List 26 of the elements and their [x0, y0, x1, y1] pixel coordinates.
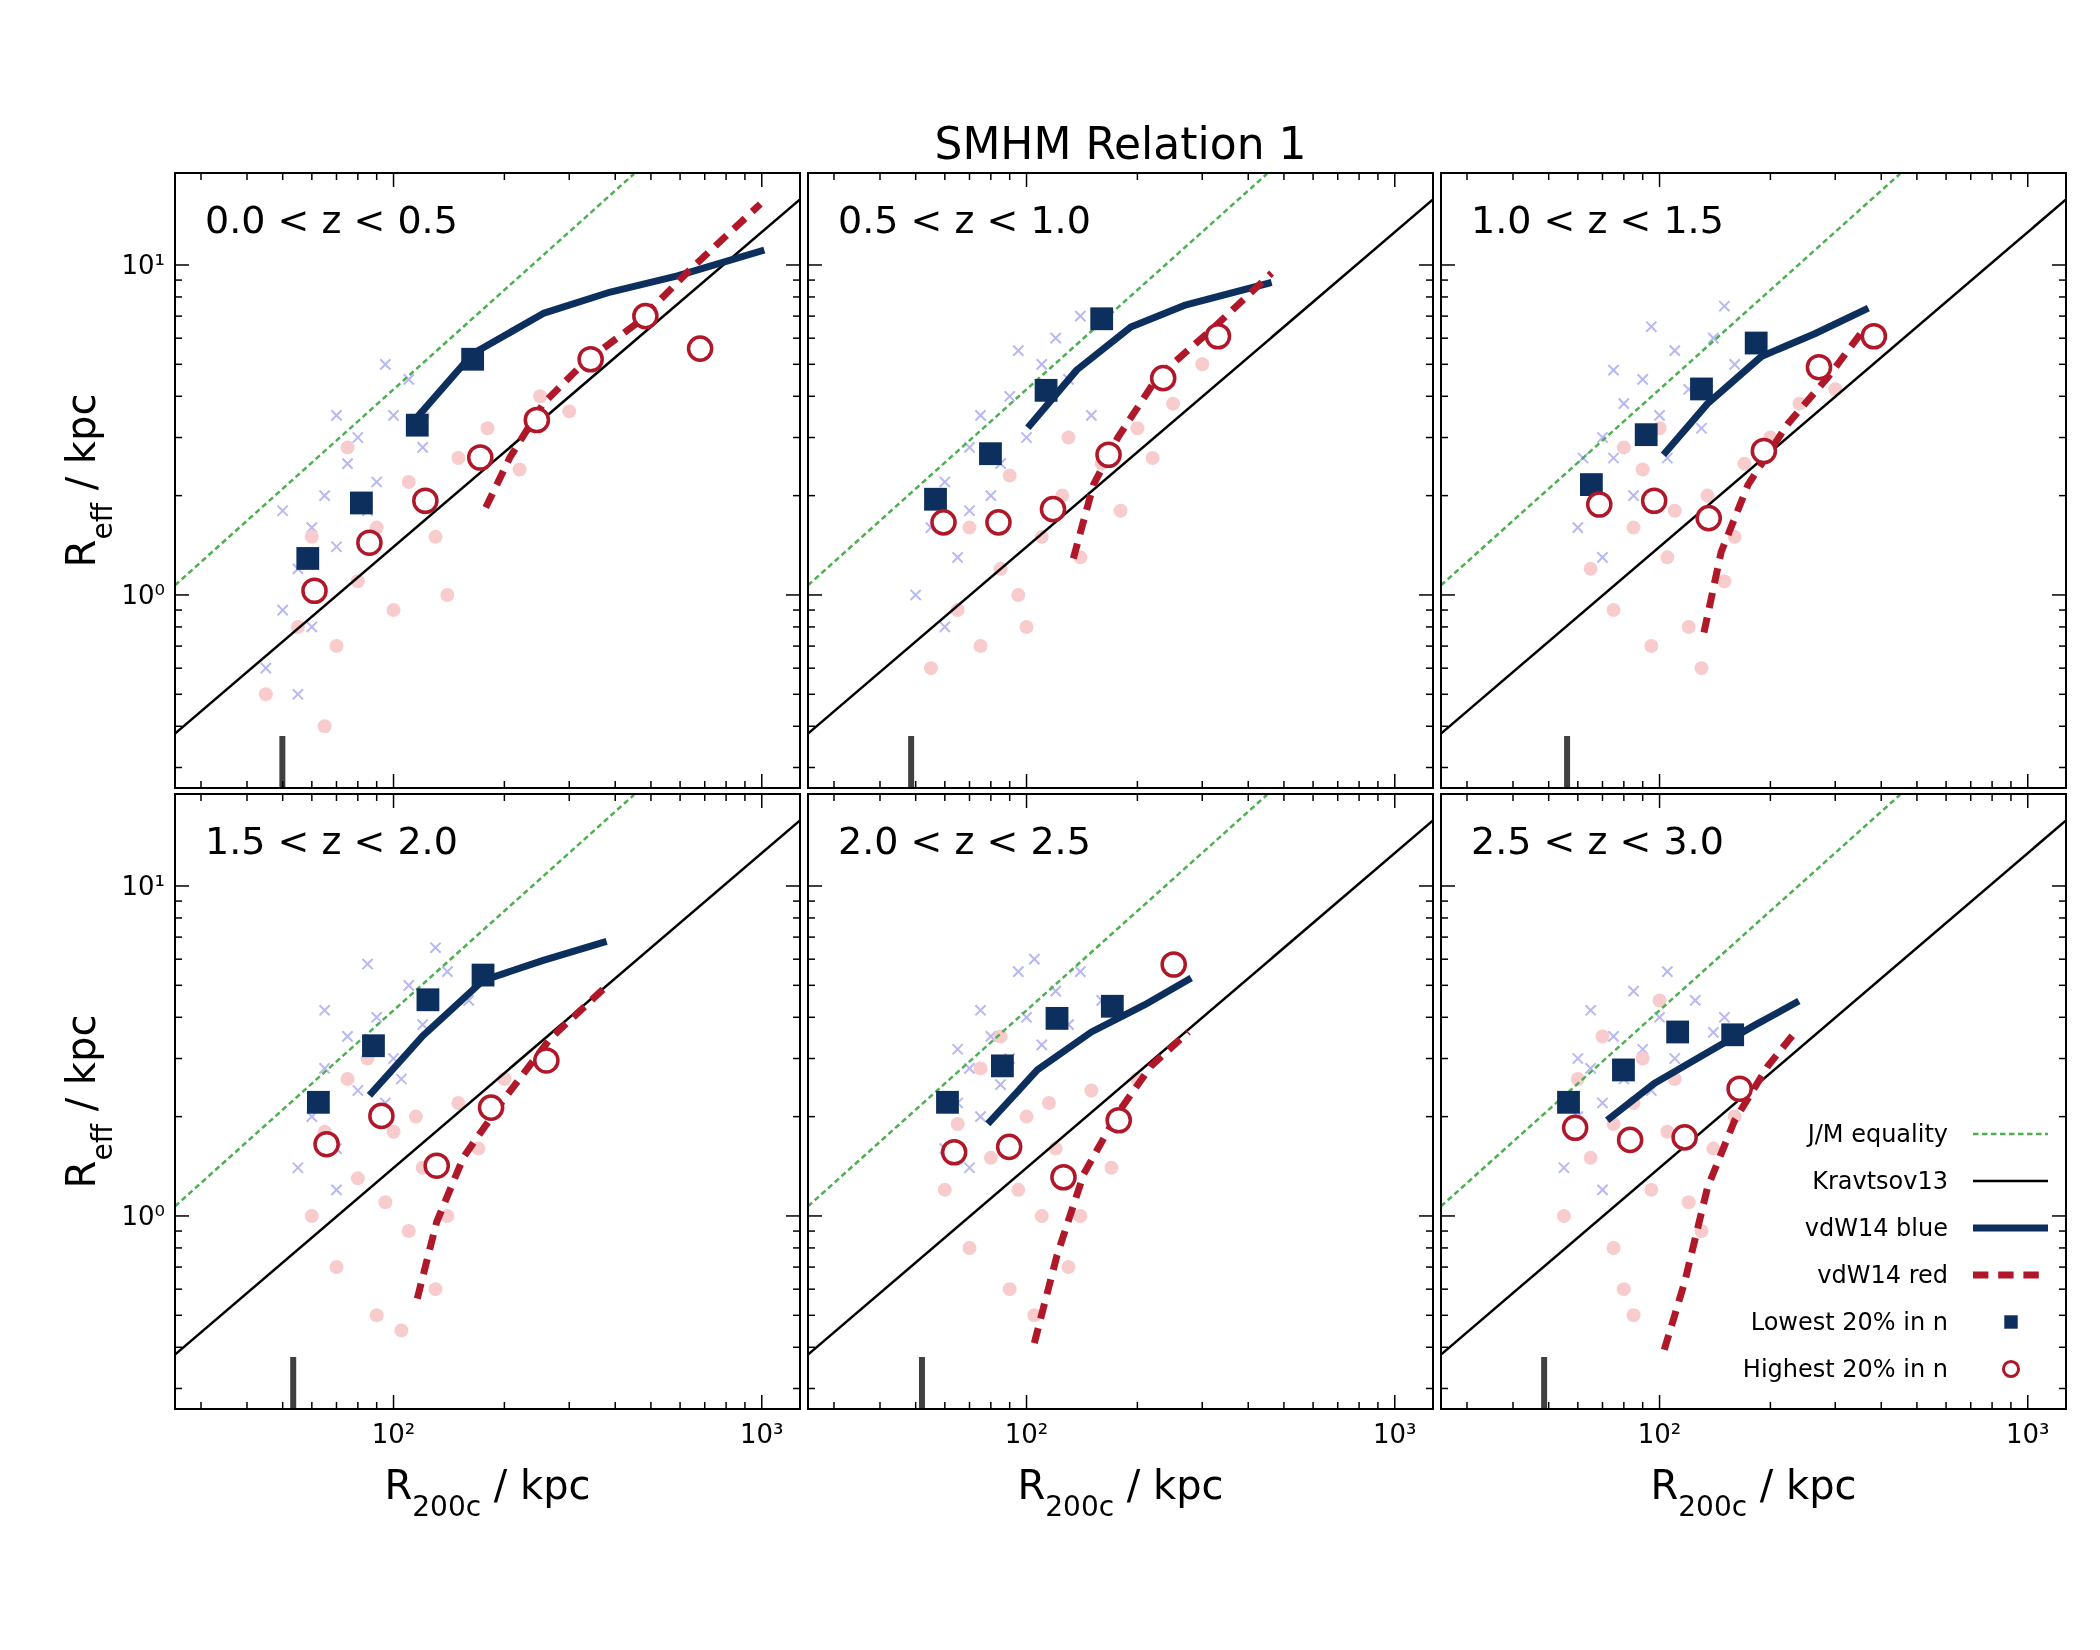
- text: 0.0 < z < 0.5: [205, 198, 458, 242]
- legend-label: Lowest 20% in n: [1750, 1308, 1948, 1336]
- x-axis-title: R$_{200c}$ / kpc: [1650, 1462, 1857, 1523]
- x-axis-title: R$_{200c}$ / kpc: [1017, 1462, 1224, 1523]
- y-tick-label: 10¹: [121, 870, 165, 901]
- legend-label: vdW14 red: [1817, 1261, 1948, 1289]
- text: 0.5 < z < 1.0: [838, 198, 1091, 242]
- text: SMHM Relation 1: [934, 118, 1307, 169]
- text: 2.0 < z < 2.5: [838, 819, 1091, 863]
- x-tick-label: 10²: [1004, 1419, 1049, 1449]
- text: 2.5 < z < 3.0: [1471, 819, 1724, 863]
- x-tick-label: 10³: [740, 1419, 784, 1449]
- legend-label: J/M equality: [1805, 1120, 1948, 1148]
- x-tick-label: 10³: [2006, 1419, 2050, 1449]
- x-tick-label: 10²: [1637, 1419, 1682, 1449]
- x-axis-title: R$_{200c}$ / kpc: [384, 1462, 591, 1523]
- legend-label: Highest 20% in n: [1742, 1355, 1948, 1383]
- y-tick-label: 10¹: [121, 249, 165, 280]
- text: 1.0 < z < 1.5: [1471, 198, 1724, 242]
- text: 1.5 < z < 2.0: [205, 819, 458, 863]
- y-tick-label: 10⁰: [121, 1200, 165, 1231]
- legend-label: vdW14 blue: [1804, 1214, 1948, 1242]
- y-tick-label: 10⁰: [121, 579, 165, 610]
- x-tick-label: 10²: [371, 1419, 416, 1449]
- legend-label: Kravtsov13: [1812, 1167, 1948, 1195]
- x-tick-label: 10³: [1373, 1419, 1417, 1449]
